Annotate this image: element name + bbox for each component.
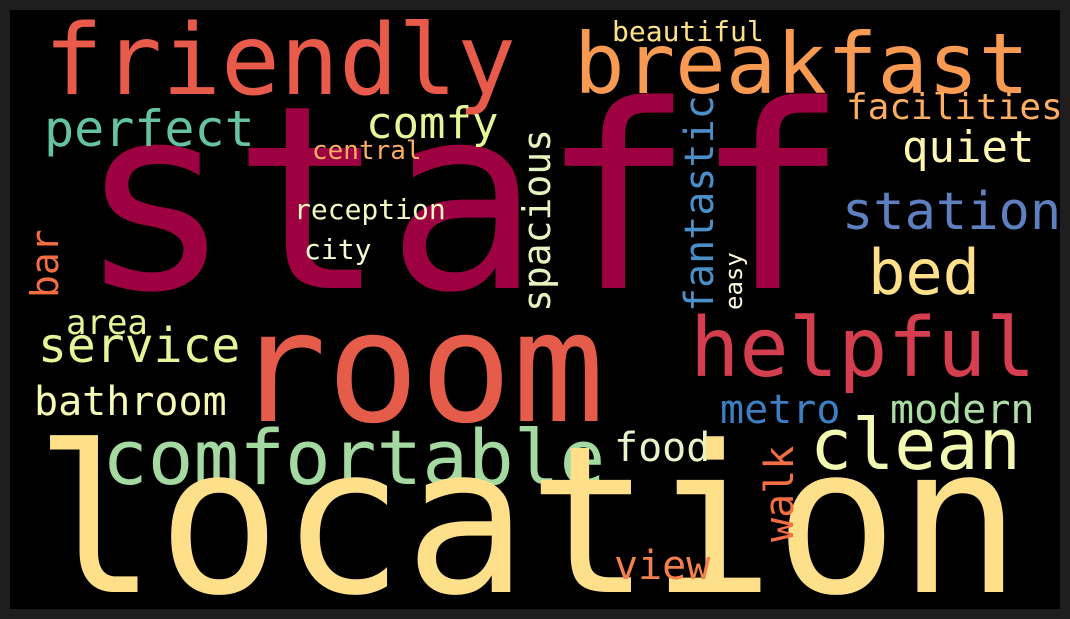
- word-facilities: facilities: [846, 87, 1060, 128]
- word-service: service: [38, 318, 241, 374]
- word-staff: staff: [78, 51, 849, 349]
- word-location: location: [34, 403, 1022, 610]
- word-view: view: [614, 543, 711, 589]
- word-comfortable: comfortable: [102, 413, 606, 502]
- word-beautiful: beautiful: [612, 15, 764, 48]
- word-clean: clean: [810, 404, 1021, 486]
- word-spacious: spacious: [515, 128, 559, 312]
- word-helpful: helpful: [690, 301, 1036, 396]
- word-bed: bed: [868, 236, 980, 309]
- word-modern: modern: [890, 387, 1035, 433]
- word-room: room: [234, 279, 605, 458]
- word-metro: metro: [720, 387, 841, 433]
- word-perfect: perfect: [44, 100, 255, 158]
- word-bar: bar: [23, 229, 67, 298]
- word-walk: walk: [757, 445, 803, 542]
- word-cloud-canvas: staff friendly breakfast beautiful perfe…: [10, 10, 1060, 609]
- word-area: area: [66, 303, 148, 343]
- word-fantastic: fantastic: [677, 95, 723, 312]
- word-central: central: [312, 136, 422, 166]
- word-comfy: comfy: [366, 98, 499, 149]
- word-easy: easy: [720, 252, 748, 310]
- word-city: city: [304, 233, 372, 266]
- word-friendly: friendly: [44, 10, 517, 118]
- word-reception: reception: [294, 193, 446, 226]
- word-station: station: [842, 182, 1060, 242]
- word-breakfast: breakfast: [574, 15, 1030, 113]
- word-quiet: quiet: [902, 122, 1035, 173]
- word-bathroom: bathroom: [34, 379, 227, 425]
- word-food: food: [614, 425, 711, 471]
